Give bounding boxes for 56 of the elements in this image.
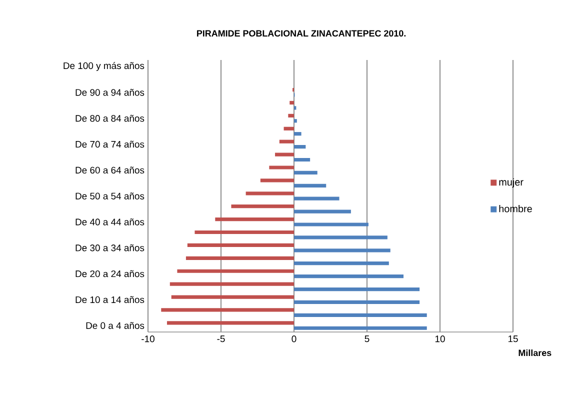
bar: [284, 126, 294, 130]
x-tick-label: -5: [217, 336, 225, 342]
y-tick-label: De 40 a 44 años: [76, 218, 144, 226]
bar: [294, 119, 297, 123]
bar: [186, 256, 294, 260]
y-tick-label: De 60 a 64 años: [76, 166, 144, 174]
y-tick-label: De 90 a 94 años: [76, 88, 144, 96]
bar: [294, 326, 427, 330]
chart-title: PIRAMIDE POBLACIONAL ZINACANTEPEC 2010.: [197, 30, 406, 37]
bar: [294, 132, 302, 136]
bar: [170, 282, 294, 286]
bar: [260, 178, 294, 182]
bar: [294, 184, 326, 188]
x-tick-label: 10: [435, 336, 445, 342]
x-tick-label: -10: [142, 336, 154, 342]
x-tick-label: 15: [508, 336, 518, 342]
y-tick-label: De 50 a 54 años: [76, 192, 144, 200]
bar: [269, 166, 294, 170]
bar: [294, 236, 388, 240]
y-tick-label: De 0 a 4 años: [86, 322, 144, 329]
bar: [215, 218, 294, 222]
bar: [290, 100, 294, 105]
bar: [294, 300, 420, 304]
bar: [275, 152, 294, 156]
bar: [166, 321, 294, 325]
bar: [194, 230, 294, 234]
bar: [294, 313, 427, 317]
bar: [294, 144, 306, 149]
y-tick-label: De 80 a 84 años: [76, 114, 144, 122]
y-tick-label: De 20 a 24 años: [76, 270, 144, 278]
bar: [294, 158, 310, 162]
bar: [294, 262, 389, 266]
y-tick-label: De 30 a 34 años: [76, 244, 144, 252]
y-tick-label: De 10 a 14 años: [76, 296, 144, 304]
bar: [177, 269, 294, 273]
bar: [187, 243, 294, 248]
bar: [171, 295, 294, 299]
bar: [294, 287, 420, 292]
bar: [246, 192, 294, 196]
bar: [294, 170, 318, 174]
bar: [294, 210, 351, 214]
bar: [279, 140, 294, 144]
y-tick-label: De 70 a 74 años: [76, 140, 144, 148]
y-tick-label: De 100 y más años: [64, 62, 144, 71]
legend-label: hombre: [499, 204, 532, 212]
bar: [161, 308, 294, 312]
bar: [294, 274, 404, 278]
bar: [294, 222, 368, 226]
x-axis-title: Millares: [518, 349, 552, 356]
legend-label: mujer: [499, 178, 524, 188]
x-tick-label: 0: [292, 336, 296, 342]
x-tick-label: 5: [364, 336, 370, 342]
bar: [294, 248, 390, 252]
bar: [231, 204, 294, 208]
bar: [288, 114, 294, 118]
bar: [294, 196, 340, 200]
